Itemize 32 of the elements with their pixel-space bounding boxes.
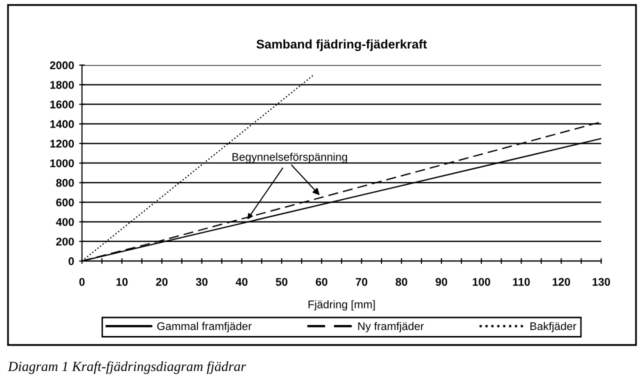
chart-title: Samband fjädring-fjäderkraft <box>256 39 427 52</box>
y-tick-label: 600 <box>56 198 74 206</box>
x-tick-label: 0 <box>79 278 85 286</box>
x-tick-label: 10 <box>116 278 128 286</box>
x-tick-label: 110 <box>513 278 530 286</box>
y-tick-label: 1200 <box>50 140 74 148</box>
y-tick-label: 1400 <box>50 120 74 128</box>
y-tick-label: 1800 <box>50 80 74 89</box>
x-tick-label: 120 <box>552 278 570 286</box>
text: Diagram 1 Kraft-fjädringsdiagram fjädrar <box>8 361 246 374</box>
y-tick-label: 0 <box>68 257 74 266</box>
y-tick-label: 400 <box>56 218 74 226</box>
x-tick-label: 100 <box>472 278 490 286</box>
y-tick-label: 1000 <box>50 159 74 168</box>
legend-label: Bakfjäder <box>530 322 576 332</box>
annotation: Begynnelseförspänning <box>232 152 348 164</box>
x-tick-label: 130 <box>592 278 610 286</box>
x-tick-label: 50 <box>276 278 288 286</box>
legend-label: Ny framfjäder <box>358 322 424 332</box>
x-tick-label: 30 <box>196 278 208 286</box>
x-tick-label: 90 <box>436 278 448 286</box>
x-tick-label: 40 <box>236 278 248 286</box>
legend-label: Gammal framfjäder <box>157 322 252 332</box>
x-tick-label: 20 <box>156 278 168 286</box>
y-tick-label: 800 <box>56 178 74 187</box>
x-axis-title: Fjädring [mm] <box>308 300 375 311</box>
y-tick-label: 2000 <box>50 61 74 70</box>
x-tick-label: 70 <box>356 278 368 286</box>
x-tick-label: 80 <box>396 278 408 286</box>
y-tick-label: 200 <box>56 238 74 246</box>
x-tick-label: 60 <box>316 278 328 286</box>
y-tick-label: 1600 <box>50 100 74 108</box>
